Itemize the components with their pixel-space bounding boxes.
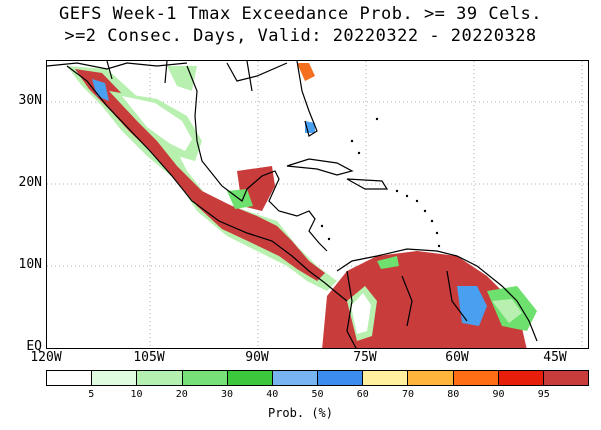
colorbar-tick-label: 80	[447, 389, 460, 400]
probability-map	[47, 61, 588, 348]
lon-label-45w: 45W	[543, 350, 567, 365]
colorbar-tick-label: 20	[175, 389, 188, 400]
lon-label-105w: 105W	[133, 350, 165, 365]
lon-label-120w: 120W	[30, 350, 62, 365]
colorbar-tick-label: 40	[266, 389, 279, 400]
lat-label-20n: 20N	[18, 175, 42, 190]
colorbar-tick-label: 90	[492, 389, 505, 400]
colorbar-tick-label: 60	[356, 389, 369, 400]
lat-label-30n: 30N	[18, 93, 42, 108]
caribbean-islands	[320, 117, 441, 248]
colorbar-swatch	[272, 371, 319, 385]
colorbar-tick-label: 5	[88, 389, 95, 400]
colorbar-tick-label: 70	[401, 389, 415, 400]
colorbar-swatch	[453, 371, 499, 385]
colorbar-swatch	[47, 371, 93, 385]
lon-label-75w: 75W	[353, 350, 377, 365]
colorbar-swatch	[543, 371, 589, 385]
colorbar-tick-label: 10	[130, 389, 143, 400]
colorbar-swatch	[137, 371, 183, 385]
map-title-line2: >=2 Consec. Days, Valid: 20220322 - 2022…	[64, 26, 537, 46]
map-panel	[46, 60, 589, 349]
colorbar-swatch	[408, 371, 454, 385]
colorbar-swatch	[92, 371, 138, 385]
colorbar-tick-label: 50	[311, 389, 324, 400]
colorbar-swatch	[227, 371, 273, 385]
coastlines	[47, 61, 538, 348]
map-title-line1: GEFS Week-1 Tmax Exceedance Prob. >= 39 …	[58, 4, 543, 24]
lat-label-10n: 10N	[18, 257, 42, 272]
probability-field-mexico	[67, 63, 337, 291]
colorbar-swatch	[498, 371, 544, 385]
colorbar	[46, 370, 589, 386]
colorbar-tick-label: 95	[537, 389, 550, 400]
probability-field-south-america	[322, 251, 537, 348]
lat-label-eq: EQ	[26, 339, 42, 354]
colorbar-tick-label: 30	[220, 389, 234, 400]
lon-label-90w: 90W	[245, 350, 269, 365]
colorbar-swatch	[182, 371, 228, 385]
colorbar-title: Prob. (%)	[267, 406, 334, 420]
lon-label-60w: 60W	[445, 350, 469, 365]
colorbar-swatch	[318, 371, 364, 385]
colorbar-swatch	[363, 371, 409, 385]
